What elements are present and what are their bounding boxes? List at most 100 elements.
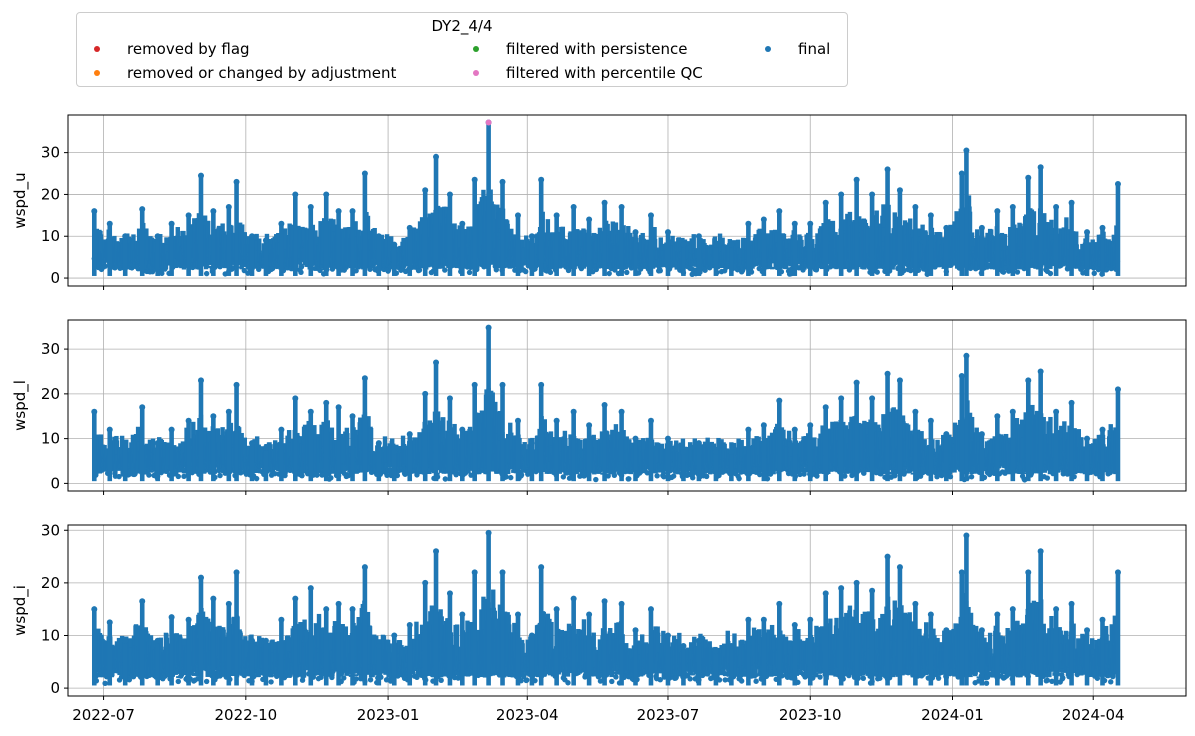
peak-spike <box>897 190 903 276</box>
legend-marker-orange <box>94 70 100 76</box>
peak-point <box>1068 199 1075 206</box>
data-point <box>1091 270 1097 276</box>
data-band <box>98 234 104 263</box>
peak-spike <box>713 244 719 276</box>
y-tick-label: 10 <box>41 227 60 245</box>
peak-point <box>185 212 192 219</box>
peak-spike <box>823 202 829 276</box>
peak-spike <box>529 236 535 276</box>
peak-spike <box>169 223 174 276</box>
peak-spike <box>515 215 521 276</box>
peak-spike <box>1010 206 1016 276</box>
data-band <box>986 262 992 267</box>
data-band <box>941 266 946 269</box>
peak-spike <box>486 122 491 276</box>
peak-point <box>838 191 845 198</box>
data-band <box>145 237 151 259</box>
data-point <box>637 266 644 272</box>
data-band <box>216 463 222 472</box>
data-point <box>384 472 390 478</box>
peak-point <box>233 178 240 185</box>
peak-point <box>963 147 970 154</box>
data-point <box>466 269 473 276</box>
data-band <box>330 471 335 474</box>
peak-spike <box>792 223 798 276</box>
peak-spike <box>155 236 160 276</box>
data-point <box>314 472 320 478</box>
data-band <box>739 439 744 465</box>
peak-spike <box>308 206 314 276</box>
data-point <box>493 267 500 273</box>
data-point <box>298 264 305 270</box>
data-band <box>845 260 851 268</box>
data-point <box>116 473 122 480</box>
y-tick-label: 20 <box>41 185 60 203</box>
data-band <box>691 234 696 259</box>
legend-item-final: final <box>748 39 830 59</box>
peak-point <box>422 187 429 194</box>
data-band <box>709 244 714 262</box>
data-point <box>442 267 448 273</box>
data-band <box>368 428 374 466</box>
peak-point <box>647 212 654 219</box>
peak-spike <box>407 227 413 276</box>
data-band <box>329 427 335 462</box>
data-band <box>149 470 154 473</box>
data-band <box>612 471 617 475</box>
peak-spike <box>538 179 544 276</box>
peak-spike <box>729 244 734 276</box>
peak-point <box>292 191 299 198</box>
data-band <box>684 462 690 473</box>
peak-point <box>927 212 934 219</box>
data-band <box>119 435 125 463</box>
data-point <box>657 268 663 274</box>
data-point <box>757 471 763 478</box>
data-point <box>560 474 567 480</box>
y-axis-label: wspd_u <box>11 172 30 228</box>
data-band <box>345 433 350 462</box>
data-point <box>1095 266 1102 273</box>
peak-spike <box>447 194 453 276</box>
data-point <box>690 470 696 477</box>
y-tick-label: 30 <box>41 144 60 162</box>
peak-spike <box>234 181 239 276</box>
peak-point <box>538 176 545 183</box>
peak-spike <box>391 244 397 276</box>
peak-spike <box>602 202 607 276</box>
data-point <box>217 472 223 479</box>
peak-point <box>912 203 919 210</box>
data-band <box>343 472 349 475</box>
data-point <box>508 474 514 481</box>
data-point <box>523 268 529 275</box>
data-point <box>299 472 305 479</box>
data-point <box>547 269 554 276</box>
data-band <box>207 265 212 268</box>
peak-point <box>485 119 492 126</box>
data-band <box>626 468 631 471</box>
peak-point <box>122 233 129 240</box>
peak-point <box>391 241 398 248</box>
data-point <box>146 472 152 478</box>
data-band <box>457 225 462 258</box>
data-band <box>669 261 675 267</box>
peak-spike <box>263 240 269 276</box>
peak-spike <box>186 215 191 276</box>
peak-point <box>278 220 285 227</box>
data-band <box>384 234 390 260</box>
data-band <box>1048 264 1053 269</box>
data-point <box>181 473 187 480</box>
peak-point <box>514 212 521 219</box>
peak-spike <box>376 236 382 276</box>
peak-spike <box>139 209 145 276</box>
peak-spike <box>761 219 767 276</box>
data-point <box>175 473 182 480</box>
data-band <box>509 432 514 465</box>
data-point <box>670 473 677 479</box>
data-band <box>1074 244 1079 267</box>
data-band <box>188 460 194 473</box>
peak-point <box>822 199 829 206</box>
data-point <box>269 265 276 272</box>
peak-spike <box>959 173 965 276</box>
peak-point <box>776 208 783 215</box>
